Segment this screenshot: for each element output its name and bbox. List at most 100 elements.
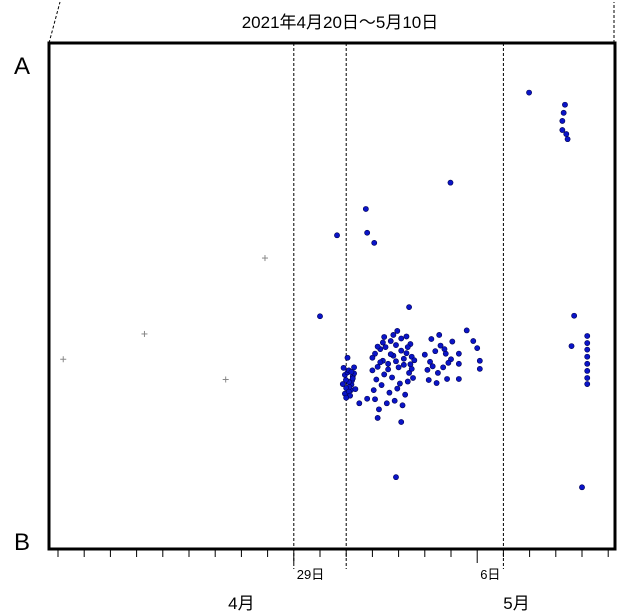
data-point [369, 354, 376, 361]
plot-frame [47, 41, 617, 551]
data-point [425, 377, 432, 383]
data-point [568, 343, 575, 349]
data-point [406, 370, 412, 376]
data-point [369, 367, 376, 374]
data-point [393, 342, 399, 348]
data-point [402, 391, 409, 398]
data-point [563, 131, 570, 137]
data-point [455, 350, 462, 357]
data-point [445, 359, 452, 366]
month-label: 5月 [503, 594, 529, 612]
data-point [389, 374, 395, 381]
data-point [383, 400, 390, 407]
data-point [559, 118, 566, 124]
data-point [429, 363, 436, 370]
data-point [377, 359, 384, 366]
data-point [364, 229, 371, 236]
data-point [391, 397, 398, 404]
data-point [408, 365, 415, 372]
data-point [410, 375, 416, 381]
data-point [372, 396, 378, 403]
data-point [356, 400, 363, 407]
corner-stroke-left [48, 1, 61, 44]
data-point [349, 375, 356, 382]
data-point [344, 354, 351, 361]
data-point [394, 328, 401, 334]
data-point [351, 364, 357, 371]
data-point [387, 338, 394, 344]
data-point [584, 346, 591, 353]
data-point [317, 313, 323, 320]
data-point [428, 336, 435, 342]
data-point [432, 348, 439, 355]
day-label: 6日 [480, 567, 500, 582]
data-point [584, 375, 591, 381]
data-point [424, 366, 431, 373]
day-label: 29日 [297, 567, 324, 582]
data-point [463, 327, 470, 334]
data-point [339, 381, 346, 387]
data-point [403, 350, 410, 357]
plus-marker [60, 356, 67, 363]
data-point [364, 395, 371, 402]
data-point [444, 376, 450, 382]
data-point [398, 335, 405, 342]
chart-title: 2021年4月20日〜5月10日 [242, 13, 439, 32]
day-labels: 29日 6日 [297, 567, 501, 582]
data-point [382, 344, 389, 351]
dashed-lines [293, 43, 504, 569]
data-point [387, 351, 394, 358]
data-point [470, 338, 477, 344]
data-point [394, 385, 401, 392]
data-point [376, 406, 382, 413]
data-point [374, 415, 381, 421]
y-bottom-label: B [14, 529, 30, 556]
data-point [397, 380, 403, 387]
data-point [584, 367, 591, 374]
data-point [381, 371, 388, 378]
data-point [400, 361, 407, 368]
data-point [526, 89, 532, 96]
data-point [372, 350, 378, 357]
plus-markers [60, 255, 268, 383]
data-point [455, 376, 462, 382]
month-labels: 4月 5月 [228, 594, 530, 612]
data-point [441, 346, 448, 353]
plus-marker [141, 330, 148, 337]
data-point [560, 109, 567, 116]
data-point [433, 380, 440, 386]
data-point [381, 334, 388, 340]
data-point [476, 357, 483, 364]
data-point [385, 360, 392, 367]
data-point [385, 366, 392, 373]
data-point [455, 360, 462, 367]
data-point [374, 343, 381, 350]
data-point [378, 382, 385, 388]
data-point [334, 232, 340, 239]
data-point [393, 474, 399, 481]
data-point [427, 358, 433, 365]
data-point [393, 358, 399, 365]
data-point [373, 376, 380, 383]
data-point [340, 364, 347, 371]
data-point [449, 338, 456, 345]
data-point [362, 206, 369, 212]
data-point [584, 353, 591, 360]
data-point [421, 351, 428, 358]
data-point [403, 333, 410, 340]
data-points [317, 89, 591, 491]
plus-marker [222, 376, 229, 383]
data-point [400, 355, 407, 362]
data-point [476, 365, 483, 372]
data-point [379, 339, 386, 346]
plus-marker [261, 255, 268, 262]
data-point [371, 239, 378, 246]
data-point [406, 304, 412, 311]
x-axis-ticks [57, 549, 609, 563]
data-point [437, 342, 444, 349]
month-label: 4月 [228, 594, 254, 612]
data-point [440, 364, 447, 371]
data-point [559, 127, 566, 133]
data-point [584, 360, 591, 367]
